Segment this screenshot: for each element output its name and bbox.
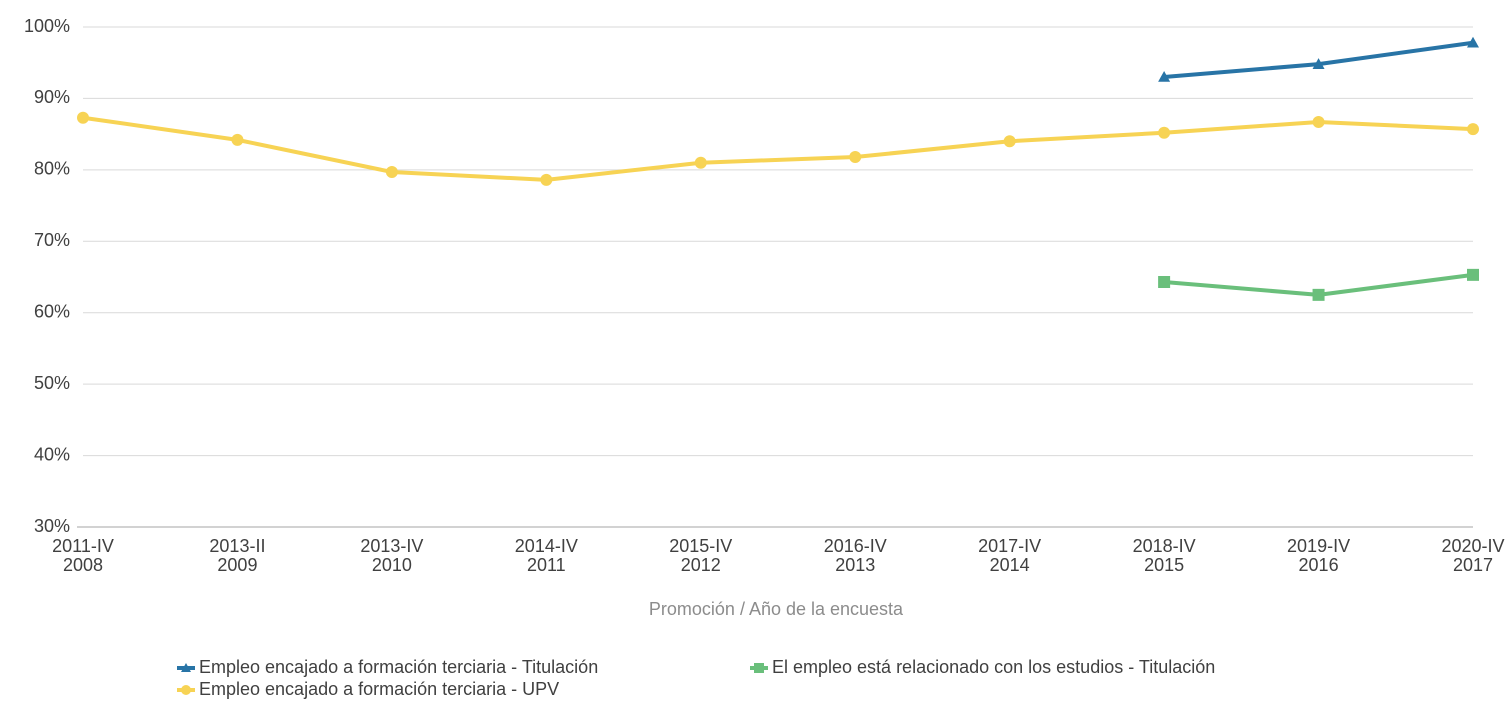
marker (181, 685, 191, 695)
x-tick-line: 2013-II (209, 536, 265, 556)
y-tick-label: 60% (34, 301, 70, 321)
x-tick-label: 2019-IV 2016 (1287, 536, 1350, 575)
marker (181, 663, 191, 672)
y-tick-label: 90% (34, 87, 70, 107)
marker (231, 133, 244, 146)
y-tick-label: 70% (34, 230, 70, 250)
x-tick-line: 2013 (835, 555, 875, 575)
x-tick-line: 2015-IV (669, 536, 732, 556)
x-tick-label: 2016-IV 2013 (824, 536, 887, 575)
series-line (82, 115, 1474, 182)
x-tick-line: 2014-IV (515, 536, 578, 556)
marker (1467, 268, 1479, 281)
marker (1312, 58, 1325, 69)
x-tick-line: 2017-IV (978, 536, 1041, 556)
marker (540, 173, 553, 186)
x-tick-line: 2020-IV (1441, 536, 1504, 556)
x-axis-title: Promoción / Año de la encuesta (649, 599, 904, 619)
x-tick-line: 2016-IV (824, 536, 887, 556)
x-tick-line: 2012 (681, 555, 721, 575)
x-tick-line: 2018-IV (1133, 536, 1196, 556)
x-tick-label: 2020-IV 2017 (1441, 536, 1504, 575)
marker (1158, 71, 1171, 82)
marker (1312, 116, 1325, 128)
x-tick-line: 2008 (63, 555, 103, 575)
marker (1158, 126, 1171, 139)
x-tick-line: 2019-IV (1287, 536, 1350, 556)
marker (385, 166, 398, 178)
marker (1467, 123, 1479, 136)
y-tick-label: 100% (24, 16, 70, 36)
x-tick-line: 2011-IV (52, 536, 114, 556)
legend-label: El empleo está relacionado con los estud… (772, 657, 1215, 677)
x-tick-label: 2018-IV 2015 (1133, 536, 1196, 575)
marker (754, 663, 764, 673)
x-tick-line: 2013-IV (360, 536, 423, 556)
y-tick-label: 50% (34, 373, 70, 393)
x-tick-label: 2013-II 2009 (209, 536, 265, 575)
marker (1003, 135, 1016, 148)
x-tick-line: 2015 (1144, 555, 1184, 575)
x-tick-line: 2011 (527, 555, 566, 575)
marker (694, 156, 707, 169)
x-tick-label: 2011-IV 2008 (52, 536, 114, 575)
x-tick-line: 2010 (372, 555, 412, 575)
x-tick-label: 2015-IV 2012 (669, 536, 732, 575)
x-tick-label: 2013-IV 2010 (360, 536, 423, 575)
x-tick-line: 2014 (990, 555, 1030, 575)
marker (1467, 36, 1479, 48)
marker (77, 111, 89, 124)
x-tick-line: 2009 (217, 555, 257, 575)
marker (849, 151, 862, 163)
legend-label: Empleo encajado a formación terciaria - … (199, 657, 598, 677)
marker (1158, 276, 1171, 288)
marker (1312, 288, 1325, 301)
x-tick-label: 2014-IV 2011 (515, 536, 578, 575)
y-tick-label: 40% (34, 444, 70, 464)
x-tick-line: 2016 (1299, 555, 1339, 575)
legend-label: Empleo encajado a formación terciaria - … (199, 679, 559, 699)
x-tick-label: 2017-IV 2014 (978, 536, 1041, 575)
y-tick-label: 30% (34, 516, 70, 536)
y-tick-label: 80% (34, 159, 70, 179)
x-tick-line: 2017 (1453, 555, 1493, 575)
